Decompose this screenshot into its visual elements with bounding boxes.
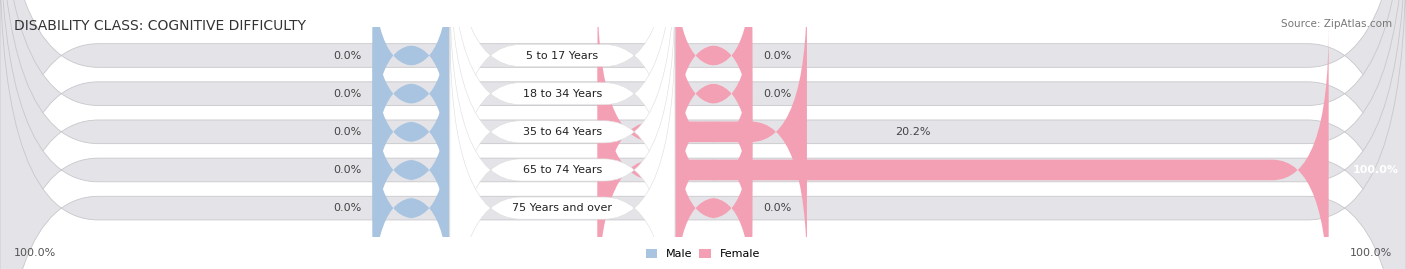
- Text: 5 to 17 Years: 5 to 17 Years: [526, 51, 599, 61]
- Text: 100.0%: 100.0%: [1350, 248, 1392, 258]
- FancyBboxPatch shape: [373, 0, 450, 198]
- FancyBboxPatch shape: [373, 0, 450, 160]
- Text: 100.0%: 100.0%: [14, 248, 56, 258]
- FancyBboxPatch shape: [373, 28, 450, 236]
- Text: 0.0%: 0.0%: [333, 51, 361, 61]
- FancyBboxPatch shape: [675, 0, 752, 198]
- Text: 0.0%: 0.0%: [333, 89, 361, 99]
- FancyBboxPatch shape: [450, 0, 675, 269]
- Text: 0.0%: 0.0%: [763, 89, 792, 99]
- FancyBboxPatch shape: [373, 104, 450, 269]
- Text: 35 to 64 Years: 35 to 64 Years: [523, 127, 602, 137]
- Text: 0.0%: 0.0%: [333, 127, 361, 137]
- Legend: Male, Female: Male, Female: [641, 244, 765, 263]
- Text: 100.0%: 100.0%: [1353, 165, 1399, 175]
- Text: 0.0%: 0.0%: [763, 51, 792, 61]
- FancyBboxPatch shape: [450, 0, 675, 235]
- Text: 0.0%: 0.0%: [333, 203, 361, 213]
- FancyBboxPatch shape: [598, 28, 1329, 269]
- Text: 65 to 74 Years: 65 to 74 Years: [523, 165, 602, 175]
- Text: 75 Years and over: 75 Years and over: [512, 203, 613, 213]
- FancyBboxPatch shape: [373, 66, 450, 269]
- FancyBboxPatch shape: [675, 0, 752, 160]
- FancyBboxPatch shape: [450, 0, 675, 269]
- FancyBboxPatch shape: [675, 66, 752, 269]
- Text: 0.0%: 0.0%: [763, 203, 792, 213]
- FancyBboxPatch shape: [675, 104, 752, 269]
- Text: 18 to 34 Years: 18 to 34 Years: [523, 89, 602, 99]
- FancyBboxPatch shape: [450, 29, 675, 269]
- Text: Source: ZipAtlas.com: Source: ZipAtlas.com: [1281, 19, 1392, 29]
- Text: DISABILITY CLASS: COGNITIVE DIFFICULTY: DISABILITY CLASS: COGNITIVE DIFFICULTY: [14, 19, 307, 33]
- FancyBboxPatch shape: [450, 0, 675, 269]
- FancyBboxPatch shape: [598, 0, 807, 269]
- Text: 20.2%: 20.2%: [896, 127, 931, 137]
- Text: 0.0%: 0.0%: [333, 165, 361, 175]
- FancyBboxPatch shape: [675, 28, 752, 236]
